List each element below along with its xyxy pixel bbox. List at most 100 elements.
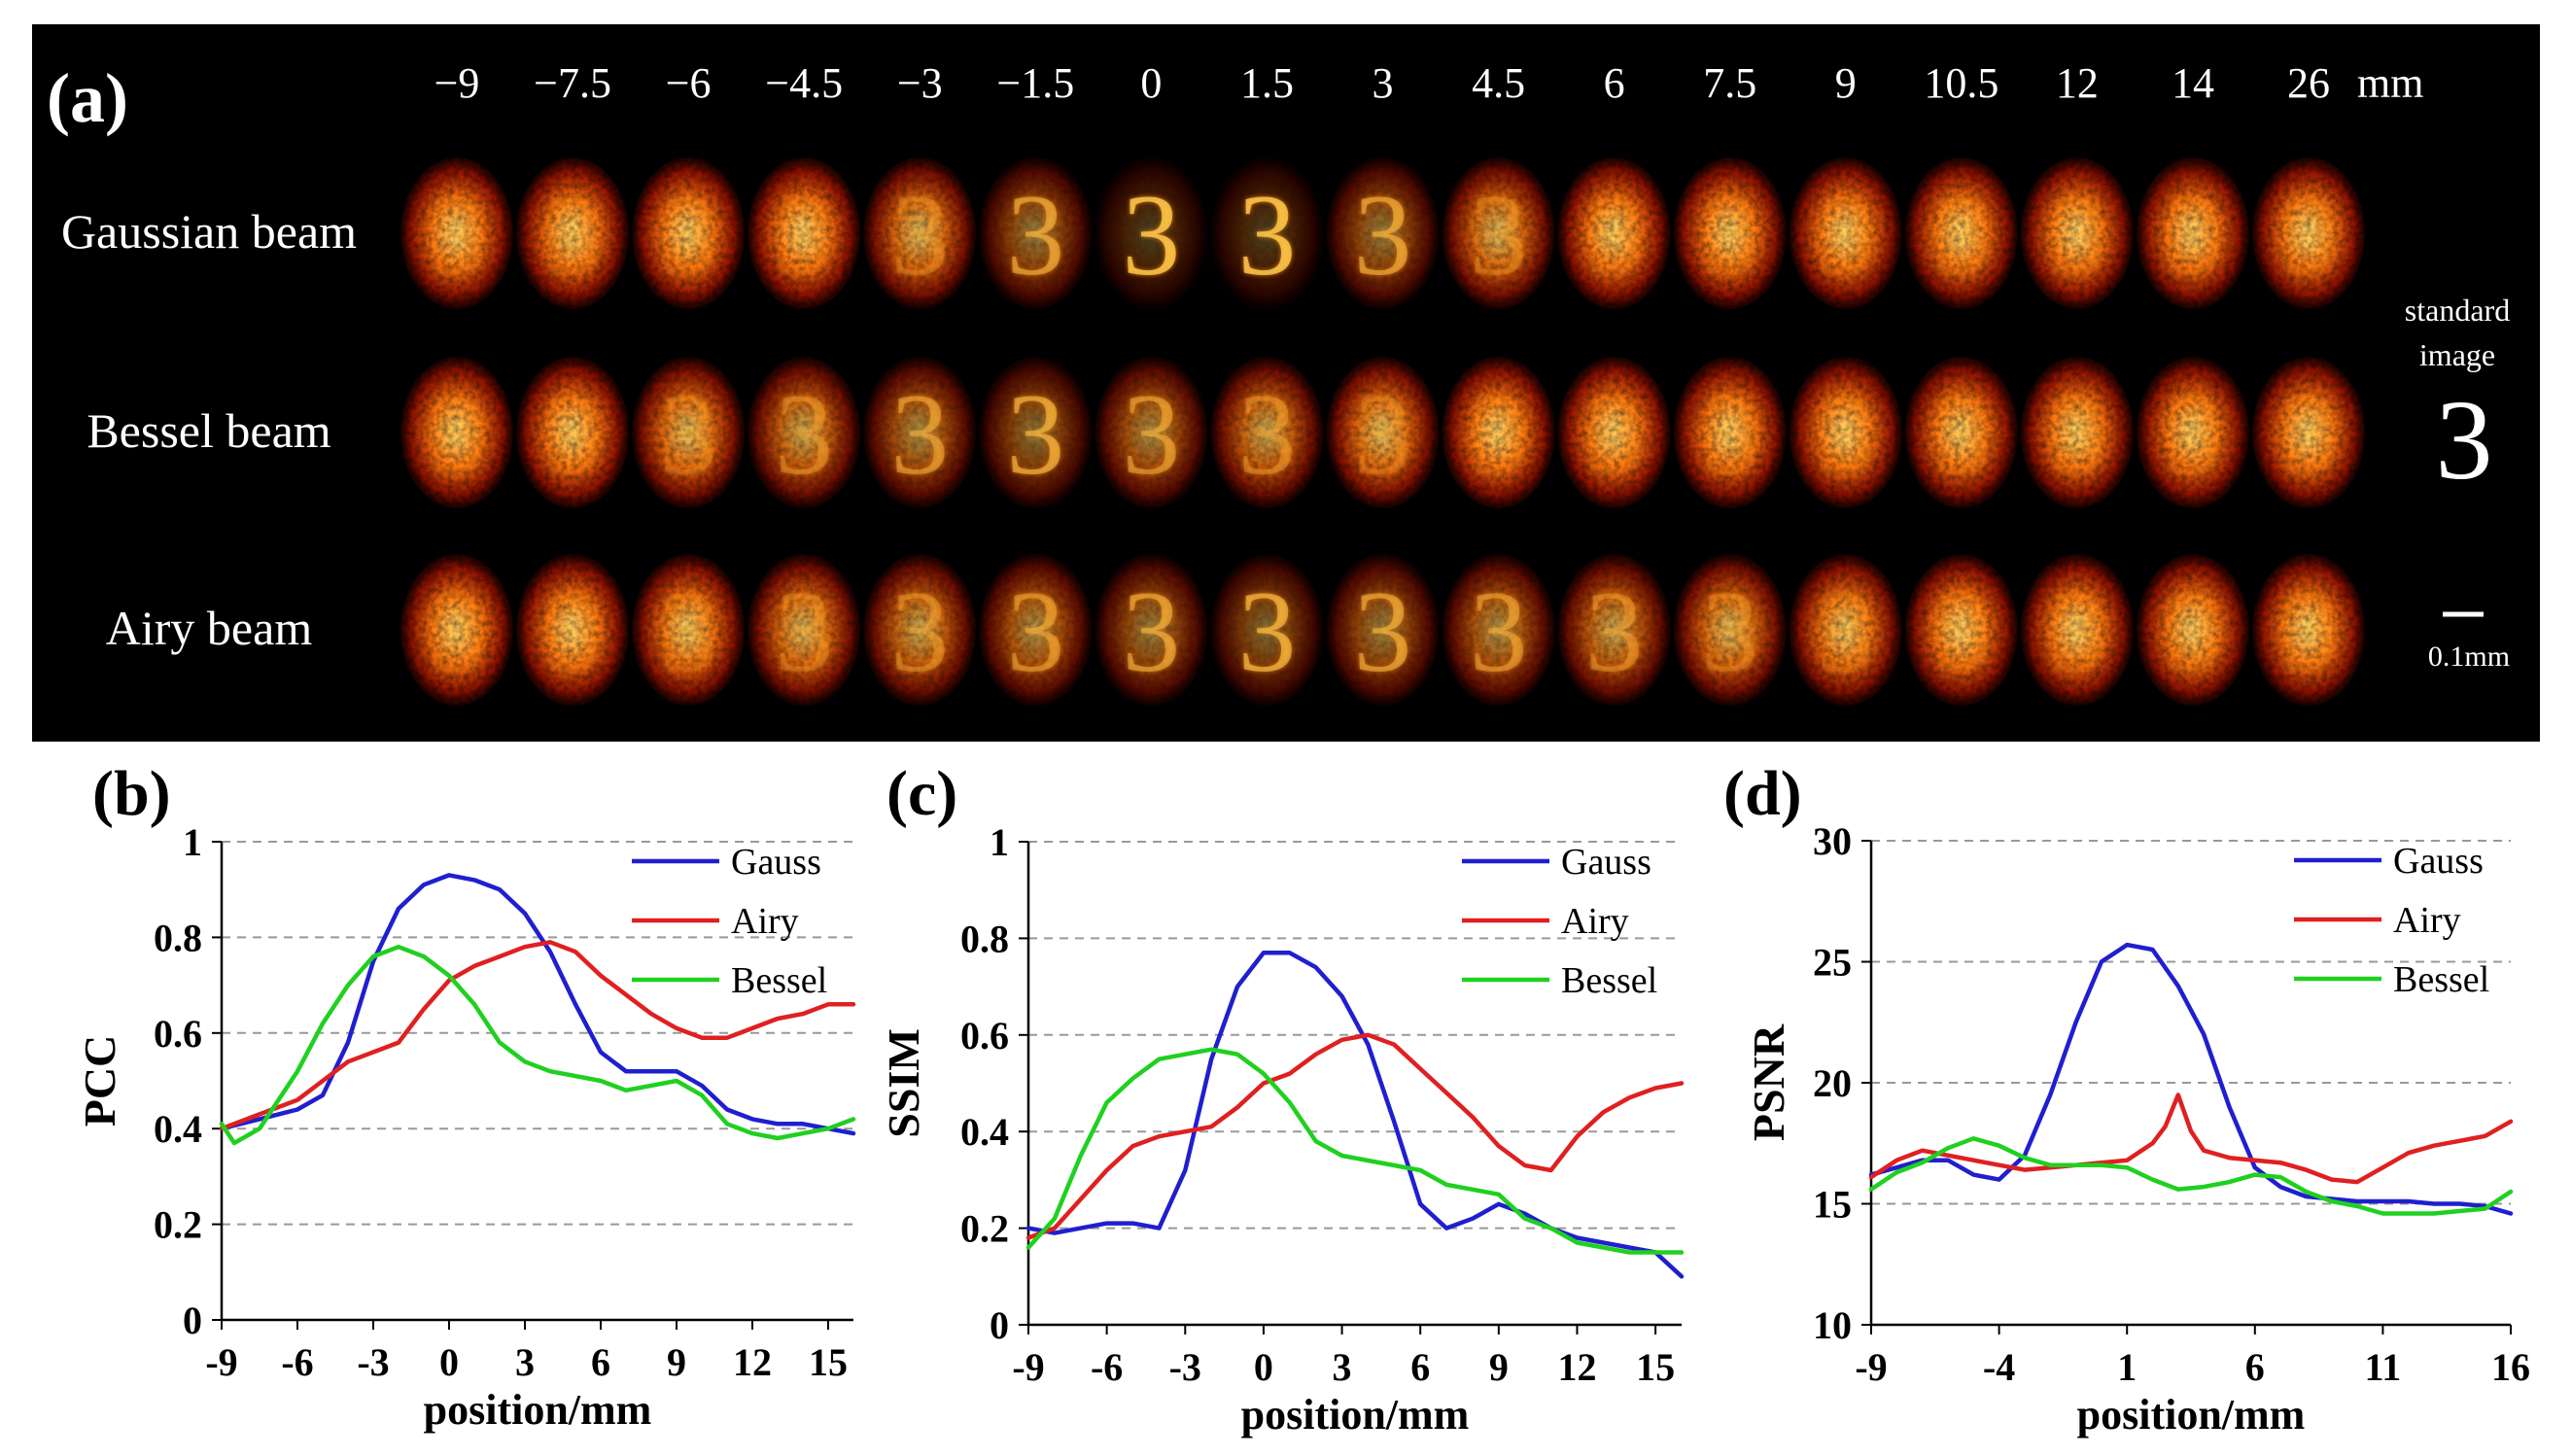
beam-image: 33 [1555, 552, 1673, 708]
beam-image-glyph-glow: 3 [428, 170, 486, 299]
x-tick-label: 0 [1254, 1345, 1273, 1389]
beam-image-glyph-glow: 3 [1701, 369, 1759, 499]
beam-image-glyph-glow: 3 [890, 567, 949, 696]
beam-image-glyph: 3 [1237, 567, 1296, 696]
x-tick-label: 6 [591, 1340, 610, 1384]
x-tick-label: 3 [1333, 1345, 1352, 1389]
position-label: −9 [434, 59, 480, 107]
beam-image-glyph: 3 [1585, 567, 1644, 696]
beam-image: 33 [1902, 552, 2020, 708]
x-tick-label: 15 [1636, 1345, 1675, 1389]
beam-image: 33 [2250, 552, 2367, 708]
beam-image-glyph-glow: 3 [1932, 567, 1991, 696]
beam-image: 33 [861, 156, 979, 311]
x-tick-label: -9 [1012, 1345, 1044, 1389]
beam-image-glyph: 3 [890, 170, 949, 299]
beam-image-glyph-glow: 3 [2164, 170, 2222, 299]
y-tick-label: 0.6 [960, 1014, 1009, 1057]
y-tick-label: 0 [183, 1299, 202, 1342]
beam-image-glyph: 3 [659, 369, 717, 499]
beam-image-glyph: 3 [1354, 170, 1412, 299]
x-tick-label: 11 [2365, 1345, 2402, 1389]
beam-image: 33 [2018, 355, 2136, 510]
beam-image: 33 [746, 355, 863, 510]
x-tick-label: 9 [1489, 1345, 1509, 1389]
beam-image: 33 [1324, 156, 1442, 311]
beam-image: 33 [1787, 355, 1904, 510]
legend-entry: Gauss [2393, 841, 2484, 882]
row-label: Bessel beam [87, 403, 330, 458]
beam-image-glyph-glow: 3 [2279, 170, 2338, 299]
x-tick-label: -9 [1855, 1345, 1887, 1389]
beam-image-glyph-glow: 3 [1585, 170, 1644, 299]
series-line-gauss [219, 873, 856, 1136]
beam-image-glyph: 3 [1470, 170, 1528, 299]
beam-image: 33 [977, 355, 1095, 510]
beam-image-glyph: 3 [1006, 369, 1064, 499]
beam-image-glyph: 3 [1237, 369, 1296, 499]
position-label: −7.5 [534, 59, 611, 107]
y-tick-label: 20 [1813, 1061, 1852, 1105]
y-axis-label: PSNR [1744, 1023, 1793, 1141]
beam-image: 33 [2018, 552, 2136, 708]
x-tick-label: 6 [2245, 1345, 2265, 1389]
beam-image-glyph-glow: 3 [890, 170, 949, 299]
series-line-bessel [1868, 1136, 2514, 1216]
beam-image: 33 [746, 156, 863, 311]
position-unit-label: mm [2357, 59, 2423, 107]
panel-label: (c) [886, 758, 957, 829]
beam-image-glyph-glow: 3 [659, 567, 717, 696]
beam-image: 33 [514, 552, 632, 708]
position-label: −1.5 [996, 59, 1074, 107]
position-label: −3 [897, 59, 943, 107]
panel-a-image-grid: (a) −9 −7.5 −6 −4.5 −3 −1.5 0 1.5 3 4.5 6 7.5 9 10.5 1… [32, 24, 2540, 742]
beam-image-glyph-glow: 3 [2164, 369, 2222, 499]
x-axis-label: position/mm [2077, 1391, 2306, 1439]
series-line-airy [219, 940, 856, 1131]
beam-image-glyph-glow: 3 [1006, 567, 1064, 696]
beam-image-glyph-glow: 3 [1237, 369, 1296, 499]
beam-image-glyph-glow: 3 [1817, 170, 1875, 299]
beam-image: 33 [1902, 355, 2020, 510]
legend-entry: Bessel [1561, 960, 1657, 1001]
position-label: 12 [2056, 59, 2099, 107]
beam-image-glyph-glow: 3 [2048, 567, 2106, 696]
row-label: Airy beam [106, 601, 313, 655]
beam-image-glyph-glow: 3 [775, 369, 833, 499]
beam-image-glyph-glow: 3 [1470, 369, 1528, 499]
beam-image-glyph-glow: 3 [428, 369, 486, 499]
beam-image-glyph-glow: 3 [1354, 170, 1412, 299]
beam-image-glyph: 3 [1237, 170, 1296, 299]
beam-image: 33 [977, 156, 1095, 311]
standard-image-glyph: 3 [2436, 376, 2493, 503]
beam-image: 33 [1208, 156, 1326, 311]
legend-entry: Bessel [731, 960, 827, 1001]
beam-image-glyph-glow: 3 [2164, 567, 2222, 696]
beam-image: 33 [630, 355, 747, 510]
beam-image-glyph-glow: 3 [1817, 567, 1875, 696]
position-label: 0 [1140, 59, 1162, 107]
beam-image-glyph-glow: 3 [2048, 369, 2106, 499]
beam-image-glyph-glow: 3 [1006, 369, 1064, 499]
series-line-gauss [1868, 942, 2514, 1216]
x-tick-label: 0 [439, 1340, 459, 1384]
beam-image-glyph-glow: 3 [2279, 567, 2338, 696]
beam-image: 33 [1093, 156, 1210, 311]
series-line-airy [1868, 1092, 2514, 1185]
beam-image: 33 [1787, 552, 1904, 708]
beam-image-glyph-glow: 3 [890, 369, 949, 499]
beam-image: 33 [399, 552, 515, 708]
beam-image-glyph-glow: 3 [1932, 369, 1991, 499]
beam-image: 33 [399, 156, 515, 311]
beam-image-glyph: 3 [1122, 567, 1180, 696]
beam-image: 33 [2134, 552, 2251, 708]
beam-image: 33 [1440, 156, 1557, 311]
position-label: 3 [1373, 59, 1394, 107]
beam-image: 33 [2134, 355, 2251, 510]
x-tick-label: 9 [667, 1340, 686, 1384]
x-tick-label: 1 [2117, 1345, 2137, 1389]
beam-image-glyph: 3 [775, 567, 833, 696]
chart-pcc: (b) 0 0.2 0.4 0.6 0.8 1 -9 -6 -3 0 3 6 9 12 15 position/… [75, 758, 856, 1434]
position-label: −6 [666, 59, 712, 107]
